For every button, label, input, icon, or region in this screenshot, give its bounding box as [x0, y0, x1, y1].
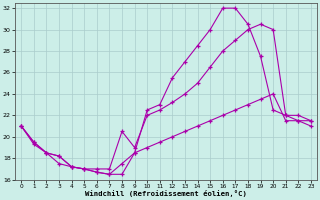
X-axis label: Windchill (Refroidissement éolien,°C): Windchill (Refroidissement éolien,°C)	[85, 190, 247, 197]
